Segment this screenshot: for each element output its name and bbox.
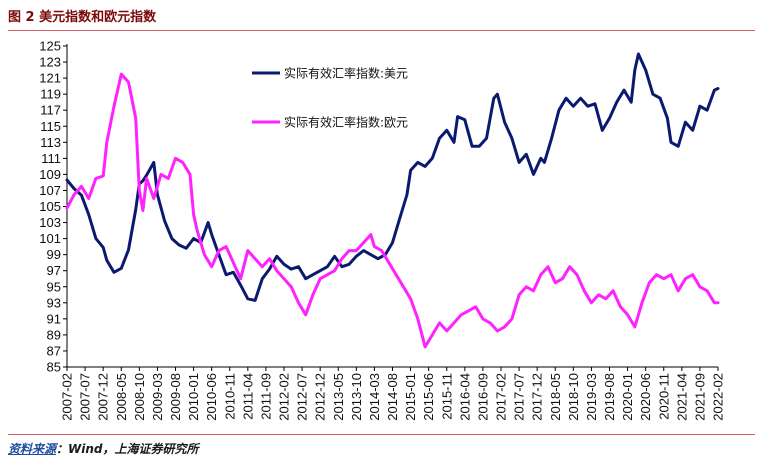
source-note: 资料来源：Wind，上海证券研究所: [8, 440, 199, 457]
title-rule: [8, 30, 755, 31]
y-tick-label: 115: [40, 119, 61, 134]
figure-title: 图 2 美元指数和欧元指数: [8, 10, 157, 25]
x-tick-label: 2014-08: [385, 373, 400, 421]
x-tick-label: 2020-11: [656, 373, 671, 420]
y-tick-label: 103: [39, 215, 61, 230]
legend-usd-label: 实际有效汇率指数:美元: [284, 66, 408, 81]
y-tick-label: 99: [47, 247, 61, 262]
y-tick-label: 101: [39, 231, 61, 246]
x-tick-label: 2018-05: [548, 373, 563, 421]
x-tick-label: 2011-09: [258, 373, 273, 420]
x-tick-label: 2016-04: [457, 373, 472, 421]
x-tick-label: 2015-11: [439, 373, 454, 420]
chart-series: [65, 52, 720, 349]
x-tick-label: 2017-12: [530, 373, 545, 421]
y-tick-label: 111: [41, 151, 61, 166]
y-tick-label: 121: [39, 71, 61, 86]
y-tick-label: 107: [39, 183, 61, 198]
x-tick-label: 2007-12: [96, 373, 111, 421]
x-tick-label: 2008-10: [132, 373, 147, 421]
x-tick-label: 2017-07: [512, 373, 527, 421]
source-text: ：Wind，上海证券研究所: [56, 442, 199, 456]
y-tick-label: 105: [39, 199, 61, 214]
y-tick-label: 123: [39, 55, 61, 70]
x-tick-label: 2015-06: [421, 373, 436, 421]
x-tick-label: 2007-07: [78, 373, 93, 421]
x-tick-label: 2019-08: [602, 373, 617, 421]
x-tick-label: 2012-07: [295, 373, 310, 421]
y-tick-label: 119: [40, 87, 61, 102]
y-tick-label: 85: [47, 360, 61, 375]
y-tick-label: 117: [40, 103, 61, 118]
x-tick-label: 2009-03: [150, 373, 165, 421]
y-tick-label: 125: [39, 39, 61, 54]
y-tick-label: 87: [47, 343, 61, 358]
y-tick-label: 113: [40, 135, 61, 150]
source-label: 资料来源: [8, 442, 57, 456]
x-tick-label: 2020-06: [638, 373, 653, 421]
x-tick-label: 2010-01: [186, 373, 201, 421]
y-tick-label: 97: [47, 263, 61, 278]
y-tick-label: 93: [47, 295, 61, 310]
x-tick-label: 2019-03: [584, 373, 599, 421]
y-tick-label: 89: [47, 327, 61, 342]
x-tick-label: 2010-06: [204, 373, 219, 421]
y-tick-label: 109: [39, 167, 61, 182]
x-tick-label: 2021-09: [692, 373, 707, 421]
x-tick-label: 2015-01: [403, 373, 418, 421]
x-tick-label: 2016-09: [475, 373, 490, 421]
x-tick-label: 2017-02: [494, 373, 509, 421]
eur-series-line: [65, 72, 720, 349]
x-tick-label: 2013-10: [349, 373, 364, 421]
x-tick-label: 2020-01: [620, 373, 635, 421]
x-tick-label: 2011-04: [240, 373, 255, 420]
x-tick-label: 2012-12: [313, 373, 328, 421]
legend-eur-label: 实际有效汇率指数:欧元: [284, 115, 408, 130]
chart-axes: 85 87899193959799101103105107109111113115…: [39, 39, 725, 421]
y-tick-label: 91: [47, 311, 61, 326]
x-tick-label: 2018-10: [566, 373, 581, 421]
x-tick-label: 2012-02: [277, 373, 292, 421]
source-rule: [8, 434, 755, 435]
x-tick-label: 2010-11: [222, 373, 237, 420]
x-tick-label: 2014-03: [367, 373, 382, 421]
x-tick-label: 2007-02: [60, 373, 75, 421]
x-tick-label: 2021-04: [674, 373, 689, 421]
x-tick-label: 2022-02: [711, 373, 726, 421]
y-tick-label: 95: [47, 279, 61, 294]
x-tick-label: 2009-08: [168, 373, 183, 421]
x-tick-label: 2008-05: [114, 373, 129, 421]
x-tick-label: 2013-05: [331, 373, 346, 421]
usd-series-line: [65, 52, 720, 302]
